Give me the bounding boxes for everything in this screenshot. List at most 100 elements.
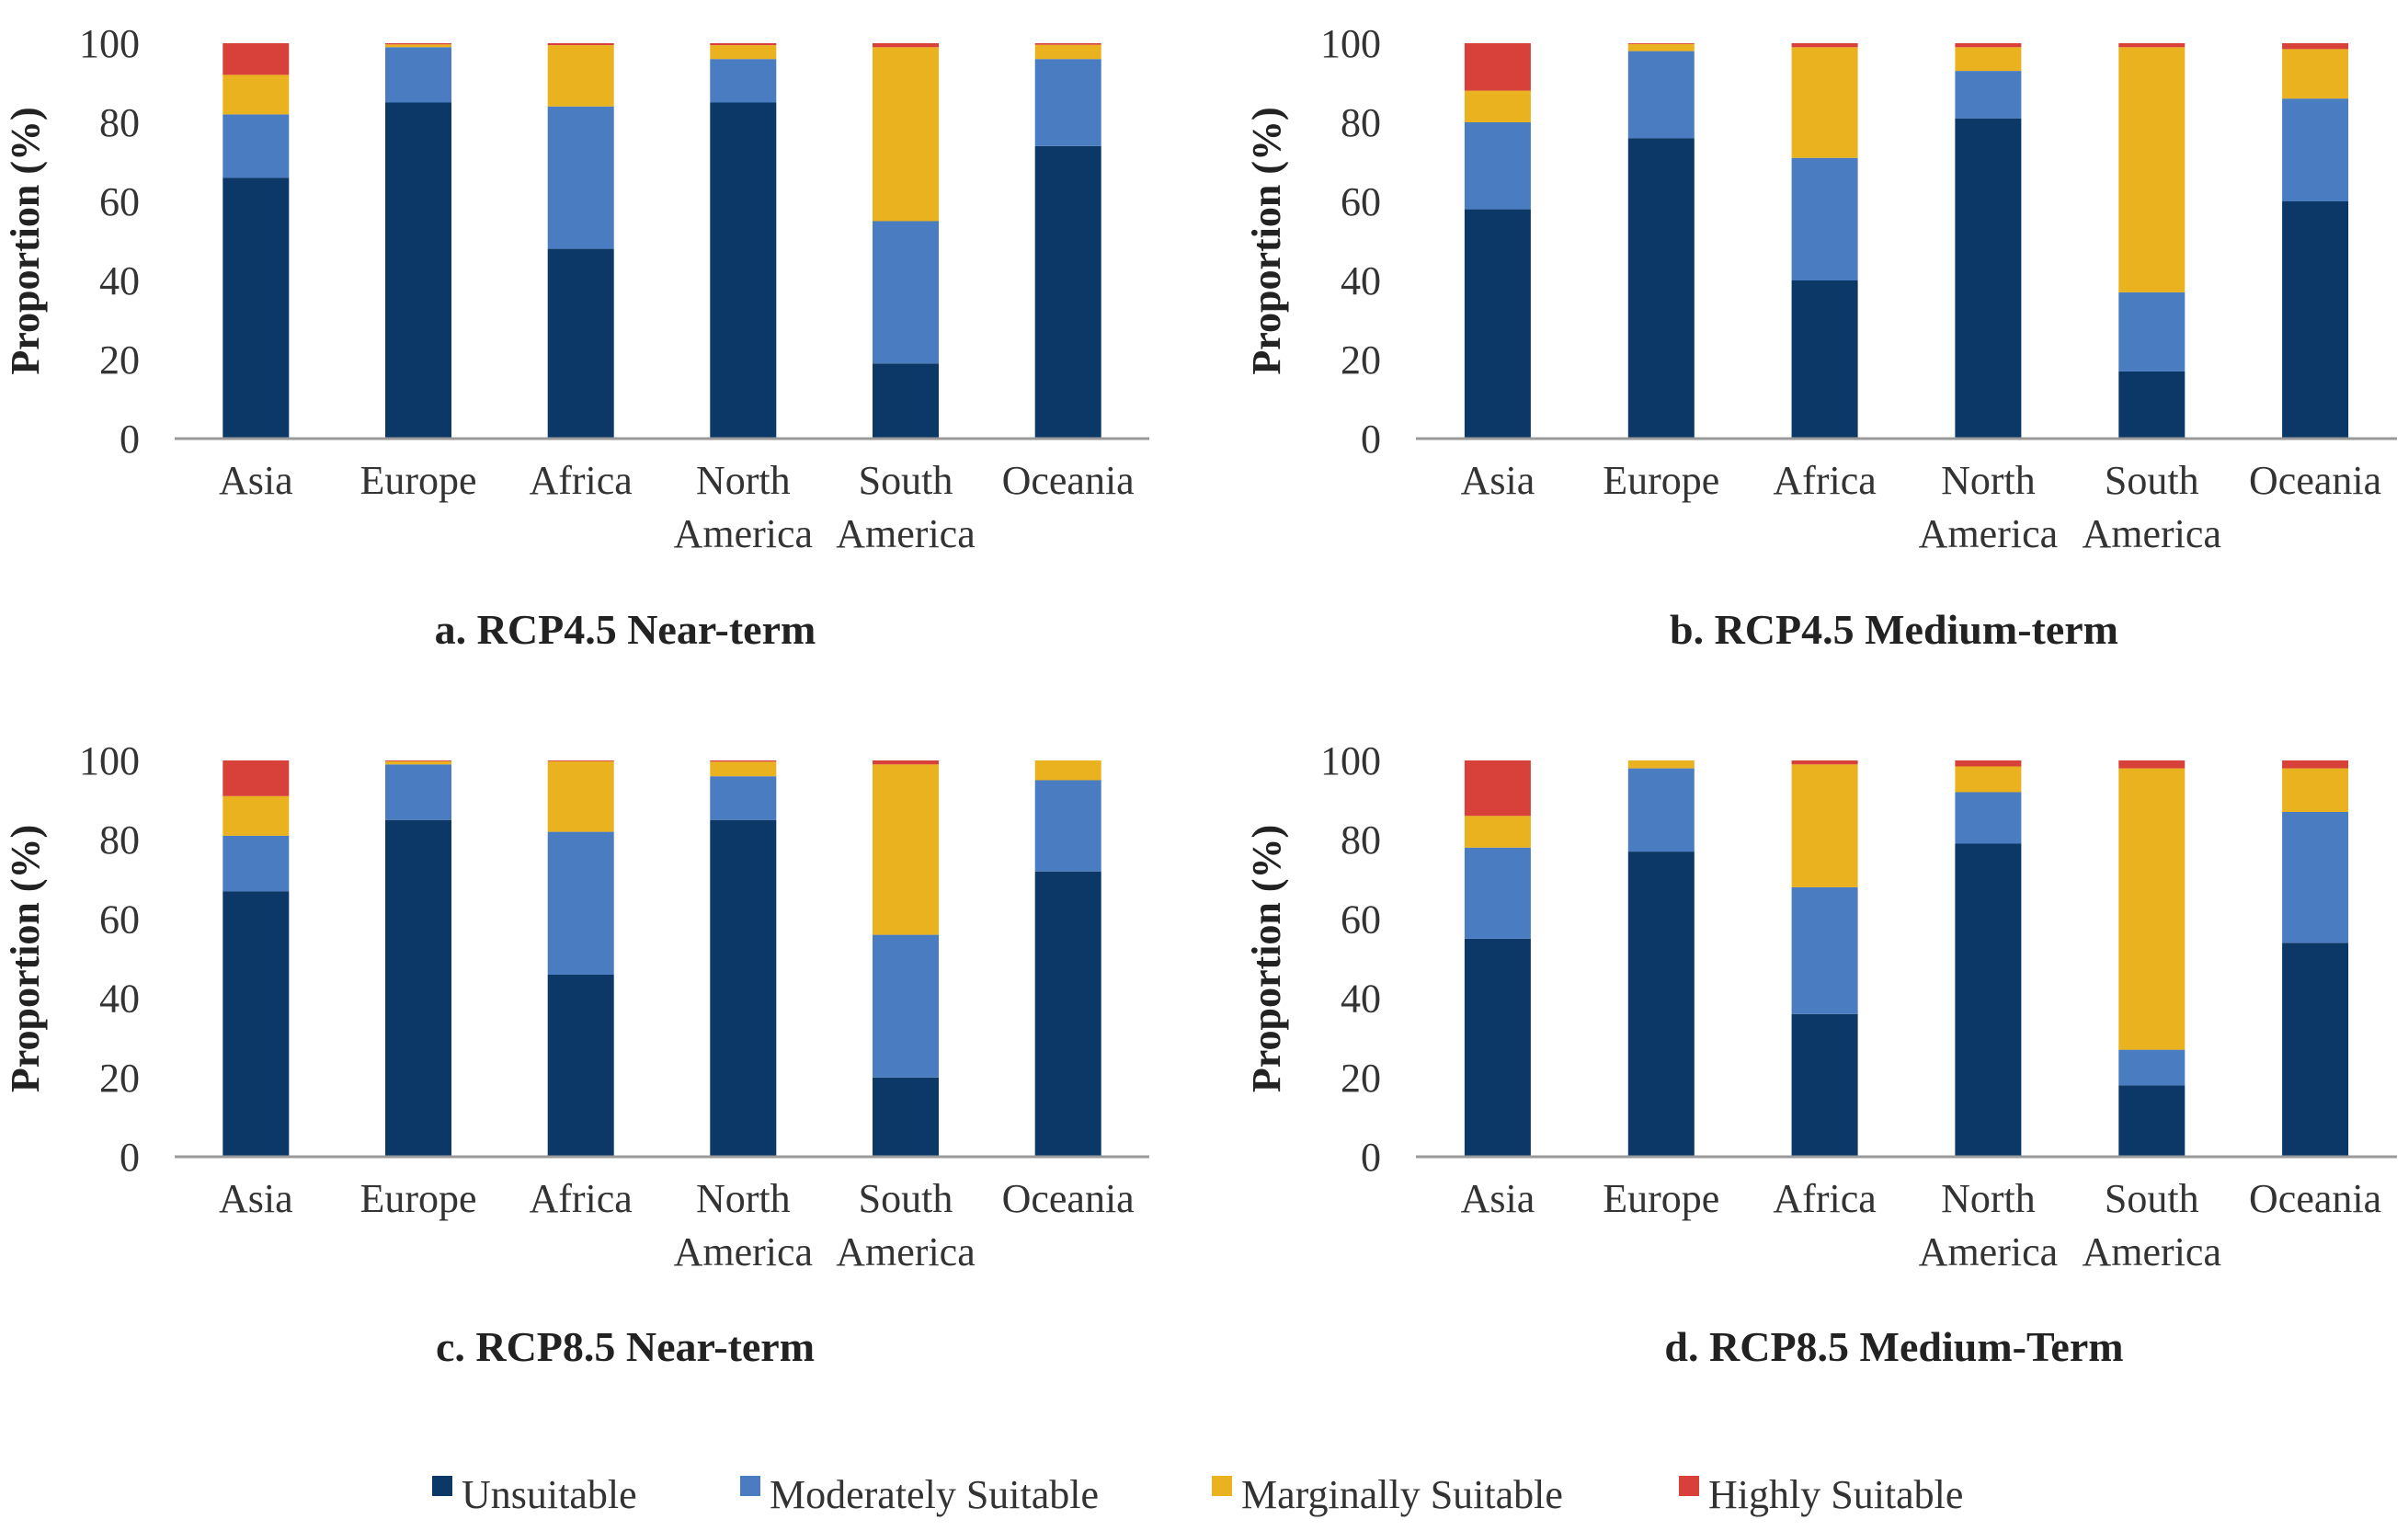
bar-segment-africa-unsuitable bbox=[1791, 280, 1858, 439]
bar-segment-south-america-moderately-suitable bbox=[2118, 291, 2185, 371]
legend-swatch-highly-suitable bbox=[1679, 1476, 1699, 1496]
bar-segment-europe-unsuitable bbox=[1627, 138, 1695, 439]
x-tick-label-south-america: South bbox=[859, 458, 953, 503]
bar-segment-north-america-moderately-suitable bbox=[710, 776, 777, 820]
bar-segment-south-america-marginally-suitable bbox=[2118, 47, 2185, 292]
x-tick-label-north-america: America bbox=[674, 511, 813, 556]
x-tick-label-oceania: Oceania bbox=[2249, 458, 2381, 503]
bar-segment-south-america-moderately-suitable bbox=[873, 221, 939, 364]
y-tick-label: 0 bbox=[120, 1135, 140, 1180]
bar-segment-north-america-highly-suitable bbox=[710, 760, 777, 762]
bar-segment-north-america-unsuitable bbox=[710, 102, 777, 439]
bar-segment-asia-unsuitable bbox=[1464, 209, 1531, 439]
y-tick-label: 20 bbox=[1341, 337, 1381, 383]
bar-segment-africa-highly-suitable bbox=[547, 43, 614, 46]
y-axis-title: Proportion (%) bbox=[3, 107, 48, 374]
bar-segment-europe-moderately-suitable bbox=[385, 764, 451, 820]
y-tick-label: 80 bbox=[1341, 817, 1381, 863]
y-tick-label: 0 bbox=[120, 417, 140, 462]
bar-segment-oceania-highly-suitable bbox=[2282, 43, 2349, 50]
x-tick-label-north-america: North bbox=[696, 1176, 791, 1221]
x-tick-label-north-america: America bbox=[1919, 511, 2058, 556]
bar-segment-north-america-highly-suitable bbox=[1955, 760, 2022, 767]
bar-segment-africa-marginally-suitable bbox=[547, 45, 614, 107]
bar-stack-south-america bbox=[2118, 760, 2185, 1157]
y-axis-title: Proportion (%) bbox=[1244, 107, 1289, 374]
x-tick-label-south-america: South bbox=[2105, 1176, 2199, 1221]
bar-segment-north-america-moderately-suitable bbox=[1955, 71, 2022, 119]
bar-segment-oceania-unsuitable bbox=[2282, 943, 2349, 1157]
x-tick-label-europe: Europe bbox=[359, 1176, 476, 1221]
bar-stack-asia bbox=[223, 760, 290, 1157]
bar-segment-south-america-highly-suitable bbox=[2118, 43, 2185, 48]
legend-swatch-moderately-suitable bbox=[740, 1476, 760, 1496]
legend-item-moderately-suitable: Moderately Suitable bbox=[740, 1472, 1099, 1517]
x-tick-label-africa: Africa bbox=[529, 458, 632, 503]
bar-segment-oceania-moderately-suitable bbox=[2282, 98, 2349, 201]
bar-segment-north-america-marginally-suitable bbox=[1955, 47, 2022, 72]
bar-segment-asia-highly-suitable bbox=[223, 760, 290, 796]
bar-segment-south-america-marginally-suitable bbox=[873, 764, 939, 935]
bar-segment-europe-highly-suitable bbox=[385, 760, 451, 761]
x-tick-label-asia: Asia bbox=[1461, 458, 1535, 503]
bar-segment-south-america-moderately-suitable bbox=[2118, 1049, 2185, 1086]
bar-segment-oceania-moderately-suitable bbox=[1034, 59, 1101, 146]
bar-segment-europe-moderately-suitable bbox=[385, 47, 451, 103]
bar-segment-africa-highly-suitable bbox=[1791, 760, 1858, 765]
bar-segment-oceania-marginally-suitable bbox=[2282, 768, 2349, 812]
bar-segment-north-america-highly-suitable bbox=[710, 43, 777, 46]
x-tick-label-south-america: America bbox=[2083, 511, 2221, 556]
bar-stack-europe bbox=[385, 760, 451, 1157]
bar-stack-africa bbox=[1791, 43, 1858, 439]
bar-segment-south-america-unsuitable bbox=[2118, 1085, 2185, 1157]
x-tick-label-asia: Asia bbox=[219, 458, 293, 503]
bar-stack-oceania bbox=[2282, 43, 2349, 439]
x-tick-label-south-america: America bbox=[2083, 1229, 2221, 1274]
bar-segment-north-america-marginally-suitable bbox=[710, 45, 777, 60]
bar-segment-south-america-unsuitable bbox=[2118, 371, 2185, 439]
bar-segment-oceania-unsuitable bbox=[1034, 145, 1101, 440]
bar-segment-north-america-highly-suitable bbox=[1955, 43, 2022, 48]
legend-label: Marginally Suitable bbox=[1241, 1472, 1563, 1517]
bar-segment-asia-unsuitable bbox=[1464, 939, 1531, 1157]
x-tick-label-africa: Africa bbox=[1773, 1176, 1876, 1221]
bar-segment-oceania-highly-suitable bbox=[2282, 760, 2349, 769]
x-tick-label-north-america: America bbox=[1919, 1229, 2058, 1274]
bar-segment-africa-highly-suitable bbox=[1791, 43, 1858, 48]
bar-segment-south-america-highly-suitable bbox=[873, 760, 939, 765]
panel-title: a. RCP4.5 Near-term bbox=[435, 606, 816, 653]
y-tick-label: 40 bbox=[1341, 258, 1381, 303]
x-tick-label-north-america: America bbox=[674, 1229, 813, 1274]
bar-segment-asia-marginally-suitable bbox=[1464, 90, 1531, 122]
bar-segment-asia-moderately-suitable bbox=[1464, 847, 1531, 939]
bar-segment-europe-unsuitable bbox=[1627, 851, 1695, 1157]
bar-segment-asia-marginally-suitable bbox=[223, 795, 290, 836]
bar-stack-africa bbox=[547, 43, 614, 439]
x-tick-label-south-america: South bbox=[859, 1176, 953, 1221]
bar-segment-asia-highly-suitable bbox=[1464, 760, 1531, 817]
legend-item-highly-suitable: Highly Suitable bbox=[1679, 1472, 1963, 1517]
chart-panels: 0 20 40 60 80 100 Proportion (%) Asia Europe Afri… bbox=[3, 21, 2397, 1370]
x-tick-label-oceania: Oceania bbox=[1002, 458, 1135, 503]
bar-stack-north-america bbox=[1955, 760, 2022, 1157]
bar-segment-oceania-unsuitable bbox=[1034, 871, 1101, 1157]
bar-segment-south-america-marginally-suitable bbox=[2118, 768, 2185, 1050]
y-tick-label: 0 bbox=[1361, 1135, 1381, 1180]
bar-segment-oceania-marginally-suitable bbox=[1034, 760, 1101, 781]
x-tick-label-north-america: North bbox=[1941, 1176, 2036, 1221]
bar-segment-africa-moderately-suitable bbox=[547, 831, 614, 975]
y-tick-label: 60 bbox=[99, 179, 140, 224]
bar-segment-africa-unsuitable bbox=[1791, 1013, 1858, 1157]
y-tick-label: 60 bbox=[1341, 897, 1381, 942]
legend: Unsuitable Moderately Suitable Marginally … bbox=[432, 1472, 1963, 1517]
bar-stack-south-america bbox=[873, 43, 939, 439]
bar-stack-north-america bbox=[710, 43, 777, 439]
y-tick-label: 80 bbox=[99, 100, 140, 145]
legend-label: Moderately Suitable bbox=[770, 1472, 1099, 1517]
bar-stack-oceania bbox=[2282, 760, 2349, 1157]
y-tick-label: 0 bbox=[1361, 417, 1381, 462]
bar-segment-africa-unsuitable bbox=[547, 248, 614, 439]
x-tick-label-north-america: North bbox=[696, 458, 791, 503]
bar-segment-south-america-unsuitable bbox=[873, 1077, 939, 1157]
